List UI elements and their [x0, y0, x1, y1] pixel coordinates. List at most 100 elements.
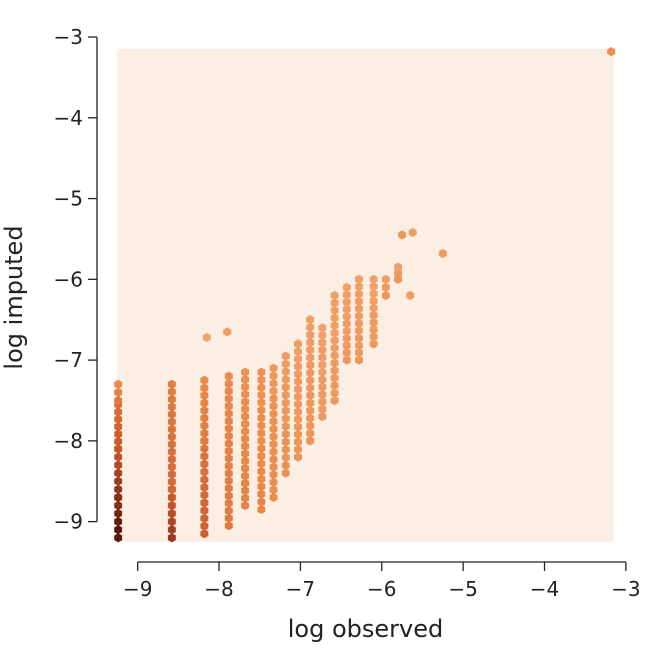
hexbin-cell	[114, 422, 123, 432]
hexbin-cell	[294, 377, 302, 387]
hexbin-cell	[241, 493, 250, 503]
y-tick-label: −4	[54, 106, 83, 130]
hexbin-cell	[224, 513, 233, 523]
hexbin-cell	[257, 451, 266, 461]
hexbin-cell	[355, 326, 363, 336]
hexbin-cell	[269, 386, 278, 396]
y-tick-label: −5	[54, 187, 83, 211]
hexbin-cell	[306, 322, 315, 332]
background-region	[117, 49, 614, 542]
hexbin-cell	[330, 343, 339, 353]
hexbin-cell	[200, 459, 209, 469]
hexbin-cell	[167, 477, 176, 487]
hexbin-cell	[342, 348, 351, 358]
hexbin-cell	[369, 296, 378, 306]
hexbin-cell	[318, 330, 327, 340]
hexbin-cell	[342, 304, 351, 314]
hexbin-cell	[318, 397, 327, 407]
hexbin-cell	[330, 388, 339, 398]
hexbin-cell	[394, 262, 402, 272]
hexbin-cell	[114, 468, 123, 478]
hexbin-cell	[294, 399, 302, 409]
hexbin-cell	[241, 426, 250, 436]
hexbin-cell	[394, 268, 402, 278]
hexbin-cell	[114, 407, 123, 417]
y-axis-ticks: −9 −8 −7 −6 −5 −4 −3	[54, 25, 97, 534]
hexbin-cell	[281, 390, 290, 400]
hexbin-cell	[257, 421, 266, 431]
hexbin-cell	[269, 416, 278, 426]
hexbin-cell	[306, 368, 315, 378]
hexbin-cell	[342, 311, 351, 322]
hexbin-cell	[369, 303, 378, 313]
hexbin-cell	[269, 424, 278, 434]
hexbin-cell	[114, 395, 123, 406]
hexbin-cell	[114, 414, 123, 424]
hexbin-cell	[241, 471, 250, 481]
hexbin-cell	[318, 345, 327, 355]
hexbin-cell	[224, 371, 233, 381]
hexbin-cell	[369, 289, 378, 299]
hexbin-cell	[167, 447, 176, 457]
x-tick-label: −9	[123, 577, 152, 601]
hexbin-cell	[241, 478, 250, 488]
hexbin-cell	[224, 491, 233, 501]
hexbin-cell	[200, 428, 209, 438]
hexbin-cell	[330, 290, 339, 301]
hexbin-cell	[241, 434, 250, 444]
hexbin-cell	[281, 359, 290, 369]
x-tick-label: −8	[204, 577, 233, 601]
hexbin-cell	[294, 339, 302, 349]
hexbin-cell	[257, 504, 266, 515]
hexbin-cell	[398, 230, 407, 240]
hexbin-cell	[281, 452, 290, 463]
hexbin-cell	[318, 404, 327, 414]
hexbin-cell	[318, 360, 327, 370]
plot-area	[114, 47, 616, 543]
hexbin-cell	[330, 373, 339, 383]
hexbin-cell	[381, 274, 390, 284]
hexbin-cell	[342, 297, 351, 307]
hexbin-cell	[224, 461, 233, 471]
hexbin-cell	[257, 466, 266, 476]
hexbin-cell	[355, 282, 363, 292]
hexbin-cell	[269, 432, 278, 442]
hexbin-cells	[114, 47, 616, 543]
hexbin-cell	[330, 335, 339, 346]
hexbin-cell	[294, 429, 302, 439]
hexbin-cell	[224, 498, 233, 508]
x-tick-label: −6	[367, 577, 396, 601]
hexbin-cell	[200, 513, 209, 523]
hexbin-cell	[306, 390, 315, 400]
hexbin-cell	[281, 468, 290, 478]
hexbin-cell	[202, 332, 211, 343]
hexbin-cell	[342, 355, 351, 365]
hexbin-cell	[355, 318, 363, 328]
hexbin-cell	[281, 406, 290, 416]
hexbin-cell	[294, 407, 302, 417]
y-tick-label: −8	[54, 429, 83, 453]
hexbin-cell	[200, 521, 209, 531]
hexbin-cell	[330, 313, 339, 323]
hexbin-cell	[394, 274, 402, 284]
hexbin-cell	[269, 447, 278, 457]
hexbin-cell	[269, 492, 278, 502]
hexbin-cell	[257, 474, 266, 484]
y-tick-label: −3	[54, 25, 83, 49]
hexbin-cell	[330, 320, 339, 331]
hexbin-cell	[257, 405, 266, 415]
hexbin-cell	[281, 460, 290, 470]
x-tick-label: −7	[286, 577, 315, 601]
hexbin-cell	[114, 460, 123, 470]
hexbin-cell	[281, 382, 290, 392]
hexbin-cell	[224, 453, 233, 463]
hexbin-cell	[281, 398, 290, 408]
hexbin-cell	[318, 375, 327, 385]
hexbin-cell	[306, 315, 315, 325]
y-tick-label: −7	[54, 348, 83, 372]
hexbin-cell	[224, 416, 233, 426]
hexbin-cell	[114, 452, 123, 462]
hexbin-cell	[241, 463, 250, 473]
hexbin-cell	[241, 412, 250, 422]
hexbin-cell	[167, 379, 176, 389]
